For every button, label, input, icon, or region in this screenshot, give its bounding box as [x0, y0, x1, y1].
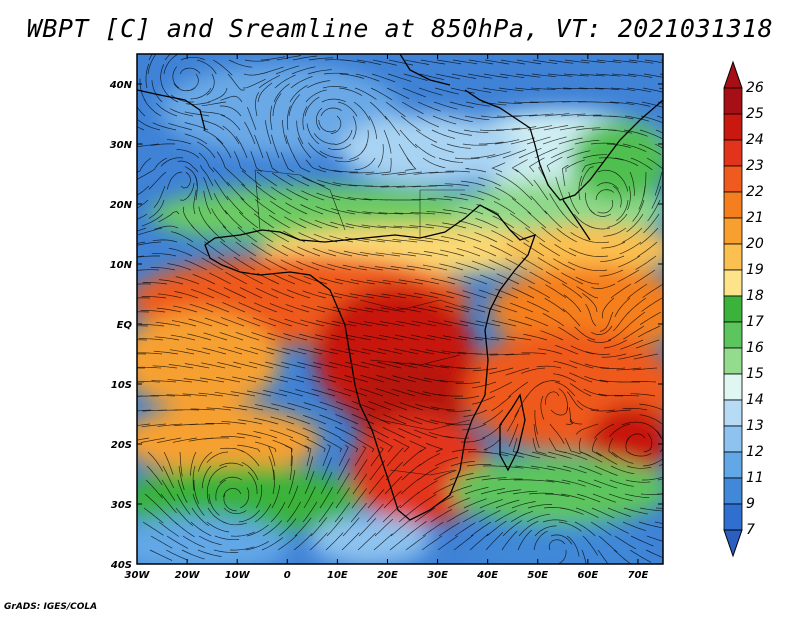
- colorbar-label: 14: [746, 392, 764, 408]
- lat-label: 20S: [111, 440, 132, 451]
- lon-label: 0: [284, 570, 291, 581]
- colorbar-segment: [723, 399, 743, 427]
- coastlines: [137, 54, 663, 521]
- streamline-paths: [137, 54, 663, 564]
- lat-label: 30S: [111, 500, 132, 511]
- plot-frame: [136, 53, 664, 565]
- country-borders: [254, 169, 471, 476]
- colorbar-segment: [723, 165, 743, 193]
- lon-label: 30W: [125, 570, 151, 581]
- colorbar-segment: [723, 217, 743, 245]
- footer-credit: GrADS: IGES/COLA: [4, 602, 98, 612]
- colorbar-segment: [723, 373, 743, 401]
- lon-label: 30E: [427, 570, 448, 581]
- lon-label: 10E: [327, 570, 348, 581]
- colorbar-label: 13: [746, 418, 764, 434]
- longitude-labels: 30W 20W 10W 0 10E 20E 30E 40E 50E 60E 70E: [125, 570, 649, 581]
- colorbar-label: 24: [746, 132, 764, 148]
- lat-label: 20N: [110, 200, 133, 211]
- lat-label: 40N: [109, 80, 133, 91]
- colorbar-segment: [723, 321, 743, 349]
- lat-label: 10S: [111, 380, 132, 391]
- colorbar-segment: [723, 113, 743, 141]
- temperature-field: [137, 54, 663, 564]
- colorbar-label: 18: [746, 288, 764, 304]
- lon-label: 20E: [377, 570, 398, 581]
- colorbar-label: 15: [746, 366, 764, 382]
- colorbar-label: 21: [746, 210, 764, 226]
- colorbar-segment: [723, 295, 743, 323]
- lon-label: 70E: [628, 570, 649, 581]
- lat-label: EQ: [117, 320, 133, 331]
- colorbar-segment: [723, 425, 743, 453]
- colorbar-label: 16: [746, 340, 764, 356]
- colorbar-label: 12: [746, 444, 764, 460]
- colorbar-label: 22: [746, 184, 764, 200]
- colorbar-segment: [723, 503, 743, 531]
- colorbar-label: 19: [746, 262, 764, 278]
- colorbar-bottom-arrow: [723, 529, 743, 558]
- colorbar-label: 20: [746, 236, 764, 252]
- colorbar-segment: [723, 139, 743, 167]
- lat-label: 10N: [110, 260, 133, 271]
- colorbar-segment: [723, 243, 743, 271]
- colorbar-segment: [723, 191, 743, 219]
- colorbar-label: 26: [746, 80, 764, 96]
- lon-label: 50E: [527, 570, 548, 581]
- lon-label: 40E: [476, 570, 498, 581]
- colorbar-segment: [723, 87, 743, 115]
- colorbar-label: 25: [746, 106, 764, 122]
- colorbar-label: 23: [746, 158, 764, 174]
- axis-ticks: [136, 54, 663, 565]
- lon-label: 20W: [175, 570, 201, 581]
- lon-label: 60E: [577, 570, 598, 581]
- lat-label: 30N: [110, 140, 133, 151]
- lon-label: 10W: [225, 570, 251, 581]
- lat-label: 40S: [110, 560, 132, 571]
- colorbar-segment: [723, 347, 743, 375]
- colorbar-label: 17: [746, 314, 764, 330]
- colorbar: 26 25 24 23 22 21 20 19 18 17 16 15 14 13 12 11 9 7: [723, 60, 764, 558]
- streamlines: [137, 54, 663, 564]
- colorbar-label: 11: [746, 470, 764, 486]
- map-title: WBPT [C] and Sreamline at 850hPa, VT: 20…: [26, 14, 774, 43]
- colorbar-label: 7: [746, 522, 755, 538]
- colorbar-label: 9: [746, 496, 755, 512]
- latitude-labels: 40N 30N 20N 10N EQ 10S 20S 30S 40S: [109, 80, 133, 571]
- colorbar-segment: [723, 477, 743, 505]
- colorbar-segment: [723, 451, 743, 479]
- colorbar-segment: [723, 269, 743, 297]
- colorbar-top-arrow: [723, 60, 743, 89]
